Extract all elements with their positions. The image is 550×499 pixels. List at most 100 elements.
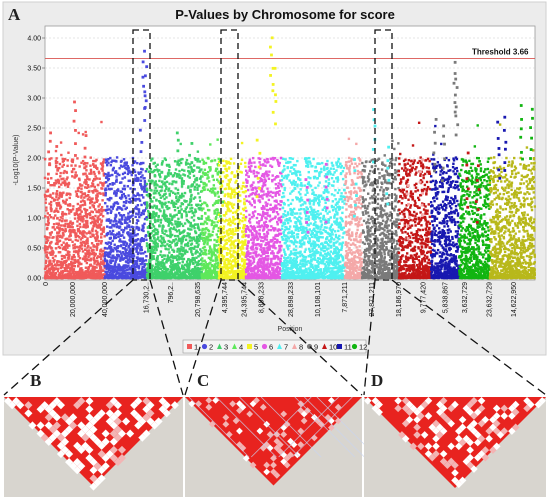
- data-point: [196, 263, 200, 266]
- data-point: [46, 220, 50, 223]
- data-point: [159, 275, 162, 278]
- data-point: [210, 275, 213, 278]
- data-point: [91, 179, 95, 183]
- data-point: [91, 248, 94, 252]
- data-point: [200, 258, 203, 261]
- data-point: [205, 276, 209, 280]
- data-point: [57, 197, 61, 200]
- data-point: [120, 272, 123, 275]
- data-point: [233, 195, 236, 199]
- data-point: [146, 203, 149, 207]
- data-point: [219, 252, 222, 256]
- data-point: [56, 241, 59, 245]
- data-point: [265, 161, 269, 164]
- data-point: [61, 272, 64, 275]
- data-point: [217, 226, 221, 230]
- data-point: [234, 229, 237, 233]
- data-point: [142, 237, 145, 241]
- data-point: [159, 244, 163, 248]
- data-point: [170, 262, 173, 266]
- data-point: [186, 244, 190, 247]
- data-point: [190, 236, 193, 240]
- data-point: [187, 257, 190, 261]
- data-point: [275, 175, 279, 178]
- data-point: [83, 231, 86, 234]
- data-point: [193, 276, 197, 280]
- data-point: [252, 238, 256, 241]
- data-point: [272, 236, 275, 239]
- data-point: [236, 259, 240, 262]
- data-point: [168, 275, 172, 278]
- data-point: [83, 203, 87, 206]
- data-point: [168, 182, 171, 185]
- data-point: [217, 243, 221, 247]
- data-point: [193, 196, 197, 199]
- data-point: [161, 160, 164, 163]
- data-point: [93, 265, 96, 269]
- data-point: [139, 213, 143, 217]
- data-point: [45, 194, 48, 198]
- data-point: [92, 159, 95, 163]
- data-point: [93, 268, 96, 271]
- data-point: [247, 272, 250, 275]
- data-point: [237, 190, 241, 194]
- data-point: [166, 220, 170, 224]
- data-point: [224, 247, 227, 250]
- data-point: [79, 204, 82, 207]
- data-point: [237, 276, 241, 280]
- data-point: [81, 159, 85, 163]
- data-point: [266, 214, 270, 217]
- data-point: [224, 176, 228, 179]
- data-point: [223, 194, 226, 198]
- data-point: [159, 196, 163, 199]
- data-point: [255, 233, 258, 236]
- data-point: [44, 260, 48, 263]
- data-point: [216, 173, 220, 176]
- data-point: [141, 224, 145, 228]
- data-point: [176, 224, 179, 227]
- data-point: [126, 231, 129, 235]
- data-point: [201, 273, 204, 276]
- data-point: [44, 248, 48, 251]
- data-point: [203, 245, 206, 249]
- data-point: [71, 208, 75, 211]
- data-point: [70, 276, 73, 280]
- data-point: [128, 197, 131, 201]
- data-point: [155, 207, 159, 210]
- data-point: [272, 269, 275, 273]
- data-point: [45, 190, 48, 193]
- data-point: [80, 262, 83, 266]
- data-point: [216, 201, 220, 205]
- data-point: [236, 268, 240, 272]
- data-point: [208, 166, 211, 169]
- data-point: [258, 219, 261, 223]
- data-point: [44, 198, 48, 201]
- data-point: [67, 263, 71, 266]
- data-point: [61, 217, 64, 220]
- data-point: [195, 178, 199, 182]
- data-point: [97, 276, 100, 279]
- data-point: [158, 224, 161, 227]
- data-point: [47, 245, 50, 249]
- data-point: [66, 207, 69, 211]
- data-point: [244, 262, 247, 266]
- data-point: [184, 244, 187, 247]
- data-point: [234, 261, 237, 264]
- data-point: [198, 196, 201, 199]
- data-point: [67, 256, 70, 259]
- data-point: [157, 236, 160, 239]
- data-point: [190, 249, 193, 252]
- data-point: [156, 232, 159, 236]
- data-point: [206, 156, 210, 160]
- data-point: [109, 205, 113, 208]
- data-point: [141, 262, 144, 265]
- data-point: [179, 257, 182, 260]
- data-point: [244, 240, 247, 244]
- data-point: [156, 230, 160, 234]
- data-point: [140, 239, 143, 242]
- data-point: [203, 272, 206, 275]
- data-point: [109, 221, 112, 225]
- data-point: [217, 219, 221, 223]
- data-point: [196, 188, 199, 191]
- data-point: [184, 249, 188, 252]
